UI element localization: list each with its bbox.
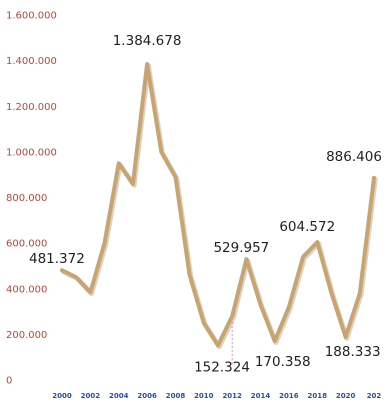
data-label: 170.358	[255, 354, 311, 370]
x-tick-label: 2006	[137, 392, 157, 400]
x-tick-label: 2004	[109, 392, 129, 400]
x-tick-label: 2018	[308, 392, 328, 400]
y-tick-label: 1.400.000	[6, 56, 57, 67]
y-tick-label: 200.000	[6, 330, 47, 341]
x-tick-label: 2016	[279, 392, 299, 400]
x-tick-label: 202	[367, 392, 382, 400]
y-tick-label: 1.200.000	[6, 102, 57, 113]
y-tick-label: 600.000	[6, 239, 47, 250]
y-tick-label: 400.000	[6, 284, 47, 295]
data-label: 529.957	[213, 240, 269, 256]
x-axis: 2000 2002 2004 2006 2008 2010 2012 2014 2016 2018…	[52, 392, 381, 400]
data-label: 604.572	[279, 219, 335, 235]
data-label: 481.372	[29, 251, 85, 267]
data-label: 1.384.678	[113, 33, 182, 49]
x-tick-label: 2012	[222, 392, 242, 400]
data-label: 886.406	[326, 149, 382, 165]
x-tick-label: 2014	[251, 392, 271, 400]
x-tick-label: 2002	[81, 392, 101, 400]
x-tick-label: 2020	[336, 392, 356, 400]
x-tick-label: 2000	[52, 392, 72, 400]
data-label: 188.333	[325, 344, 381, 360]
y-tick-label: 1.000.000	[6, 147, 57, 158]
series-group	[60, 62, 378, 366]
data-label: 152.324	[194, 359, 250, 375]
series-line	[60, 62, 376, 348]
y-tick-label: 0	[6, 376, 12, 387]
data-labels: 481.372 1.384.678 152.324 529.957 170.358 604…	[29, 33, 382, 375]
y-tick-label: 800.000	[6, 193, 47, 204]
x-tick-label: 2008	[166, 392, 186, 400]
y-axis: 0 200.000 400.000 600.000 800.000 1.000.000 1.…	[6, 11, 57, 387]
x-tick-label: 2010	[194, 392, 214, 400]
y-tick-label: 1.600.000	[6, 11, 57, 22]
